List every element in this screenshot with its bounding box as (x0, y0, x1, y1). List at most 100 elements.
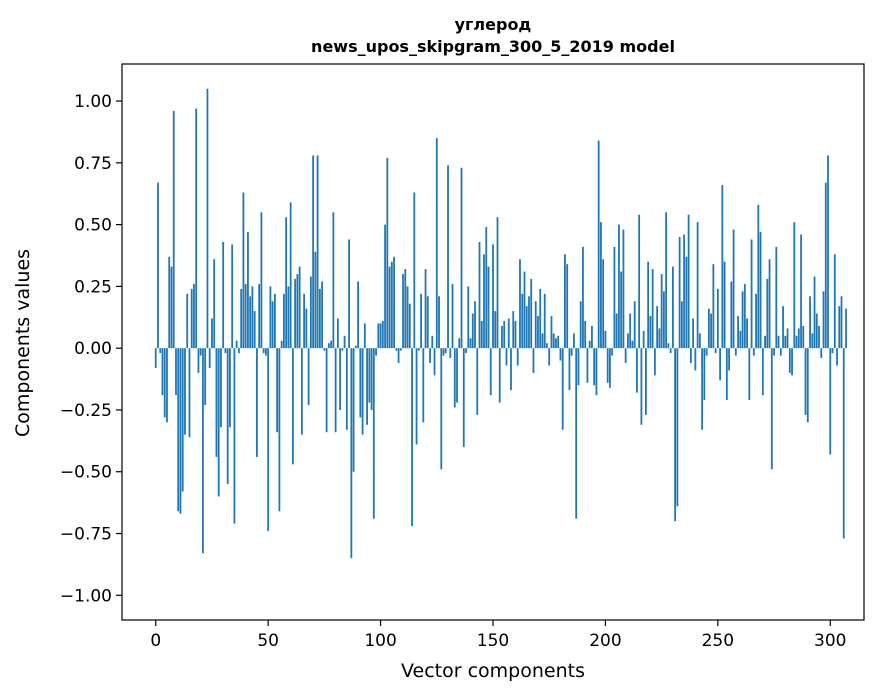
bar-component-85 (345, 348, 348, 430)
bar-component-38 (240, 288, 243, 349)
y-axis-label: Components values (12, 249, 34, 437)
bar-component-95 (368, 348, 371, 403)
bar-component-230 (671, 266, 674, 349)
bar-component-81 (336, 318, 339, 349)
bar-component-217 (642, 330, 645, 349)
bar-component-105 (390, 261, 393, 349)
bar-component-245 (705, 348, 708, 356)
bar-component-255 (728, 348, 730, 371)
bar-component-208 (622, 229, 625, 349)
bar-component-281 (786, 328, 789, 349)
y-tick-label: 1.00 (74, 92, 112, 112)
bar-component-196 (595, 348, 598, 396)
plot-frame (121, 63, 865, 621)
bar-component-63 (296, 274, 299, 349)
bar-component-257 (732, 229, 735, 349)
bar-component-170 (537, 316, 539, 349)
bar-component-164 (523, 271, 526, 349)
bar-component-70 (312, 155, 315, 349)
x-tick-label: 150 (477, 631, 509, 651)
bar-component-171 (539, 288, 542, 349)
x-axis-label: Vector components (401, 660, 585, 682)
bar-component-195 (593, 348, 596, 386)
bar-component-132 (451, 283, 454, 349)
bar-component-54 (276, 348, 279, 433)
bar-component-139 (467, 286, 470, 349)
y-tick-label: −0.50 (60, 463, 112, 483)
bar-component-307 (845, 308, 847, 349)
bar-component-246 (707, 308, 710, 349)
bar-component-244 (703, 348, 706, 401)
bar-component-206 (618, 224, 620, 349)
bar-component-94 (366, 348, 368, 425)
bar-component-166 (528, 296, 530, 349)
bar-component-37 (238, 348, 240, 354)
bar-component-203 (611, 348, 614, 356)
bar-component-73 (318, 288, 321, 349)
bar-component-299 (827, 155, 829, 349)
y-tick-label: 0.75 (74, 154, 112, 174)
bar-component-180 (559, 348, 562, 361)
bar-component-201 (606, 348, 609, 383)
bar-component-177 (552, 333, 555, 349)
bar-component-108 (397, 348, 400, 364)
bar-component-273 (768, 259, 771, 349)
bar-component-254 (725, 348, 728, 401)
x-tick-label: 100 (364, 631, 396, 651)
bar-component-53 (274, 293, 276, 349)
bar-component-264 (748, 348, 751, 401)
y-tick-label: −0.75 (60, 525, 112, 545)
bar-component-238 (689, 348, 692, 364)
bar-component-143 (476, 348, 479, 415)
bar-component-187 (575, 348, 578, 519)
bar-component-2 (159, 348, 162, 354)
bar-component-193 (588, 340, 591, 349)
bar-component-172 (541, 333, 544, 349)
bar-component-266 (752, 348, 755, 356)
bar-component-253 (723, 261, 726, 349)
bar-component-13 (184, 348, 186, 435)
bar-component-301 (831, 348, 834, 354)
bar-component-269 (759, 232, 762, 349)
bar-component-256 (730, 281, 733, 349)
bar-component-148 (487, 266, 490, 349)
bar-component-216 (640, 348, 643, 425)
y-tick-label: 0.00 (74, 339, 112, 359)
x-tick-label: 50 (257, 631, 279, 651)
bar-component-213 (633, 301, 636, 349)
bar-component-131 (449, 348, 452, 359)
bar-component-191 (584, 321, 587, 349)
bar-component-72 (316, 155, 319, 349)
bar-component-168 (532, 348, 535, 373)
bar-component-12 (181, 348, 184, 492)
bar-component-15 (188, 348, 191, 438)
bar-component-10 (177, 348, 180, 512)
bar-component-71 (314, 251, 317, 349)
bar-component-114 (411, 348, 413, 527)
bar-component-183 (566, 264, 569, 349)
bar-component-247 (710, 313, 712, 349)
bar-component-111 (404, 269, 407, 349)
bar-component-198 (600, 222, 602, 349)
bar-component-226 (662, 291, 665, 349)
bar-component-19 (197, 348, 200, 373)
bar-component-122 (429, 348, 431, 364)
bar-component-190 (582, 246, 584, 349)
bar-component-209 (624, 348, 627, 364)
bar-component-306 (842, 348, 845, 539)
bar-component-128 (442, 348, 445, 356)
bar-component-47 (260, 212, 263, 349)
bar-component-11 (179, 348, 182, 514)
bar-component-252 (721, 185, 724, 349)
bar-component-135 (458, 338, 461, 349)
bar-component-235 (683, 234, 686, 349)
bar-component-151 (494, 311, 497, 349)
x-tick-label: 200 (589, 631, 621, 651)
bar-component-8 (172, 110, 175, 349)
bar-component-32 (226, 348, 229, 485)
bar-component-40 (244, 283, 247, 349)
bar-component-80 (334, 348, 337, 433)
bar-component-297 (822, 291, 825, 349)
bar-component-184 (568, 348, 571, 391)
bar-component-147 (485, 227, 488, 349)
